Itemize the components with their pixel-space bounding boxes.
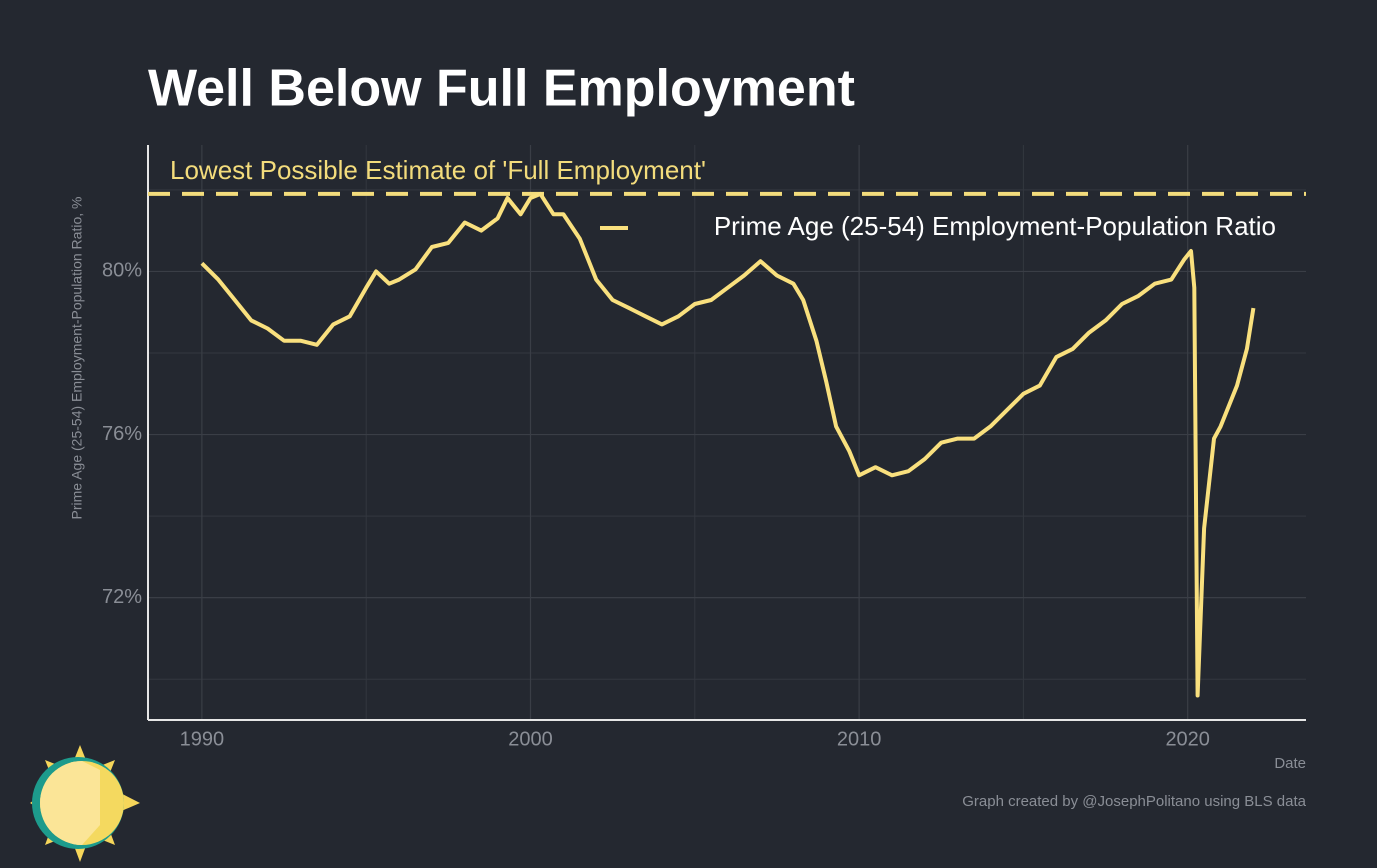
series-line [200,191,1256,698]
x-tick-label: 2020 [1165,728,1210,750]
x-axis-label: Date [1274,755,1306,772]
caption: Graph created by @JosephPolitano using B… [962,793,1306,810]
logo [30,745,140,862]
chart-title: Well Below Full Employment [148,60,855,118]
y-tick-label: 72% [102,586,142,608]
y-axis-label: Prime Age (25-54) Employment-Population … [69,197,85,520]
x-tick-label: 1990 [180,728,225,750]
y-tick-label: 76% [102,423,142,445]
y-tick-label: 80% [102,260,142,282]
x-tick-label: 2000 [508,728,553,750]
x-tick-label: 2010 [837,728,882,750]
reference-label: Lowest Possible Estimate of 'Full Employ… [170,155,706,185]
legend-label: Prime Age (25-54) Employment-Population … [714,211,1276,241]
